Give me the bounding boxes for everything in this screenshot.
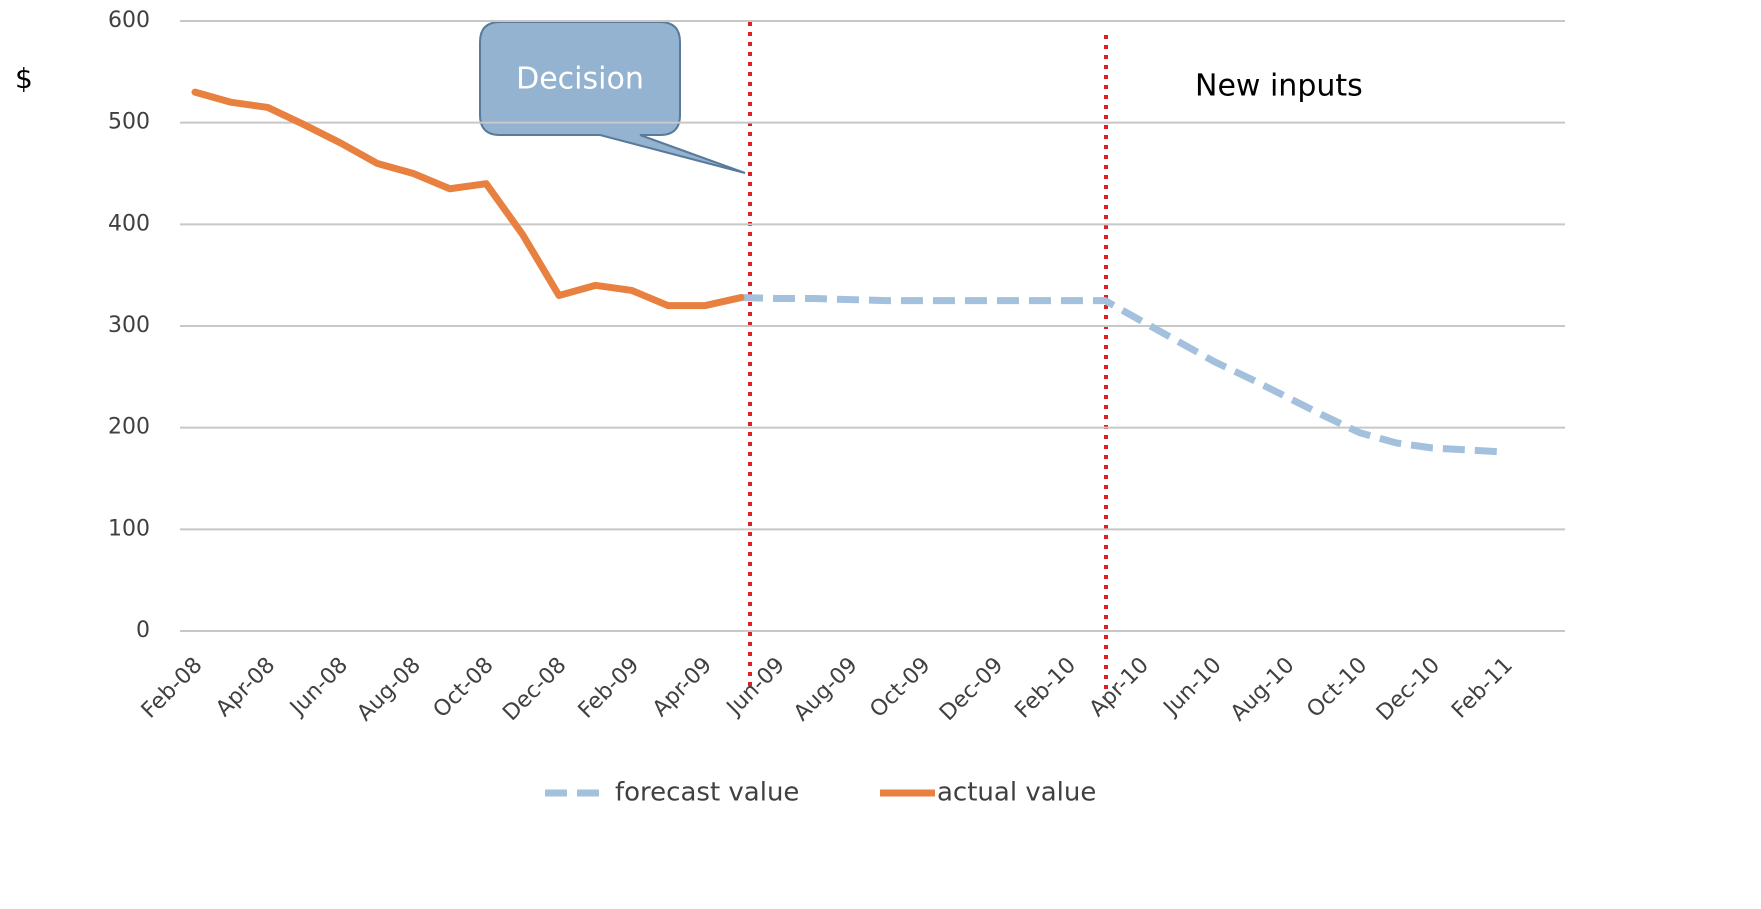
legend-label: actual value [937, 778, 1096, 808]
x-tick-label: Feb-11 [1447, 653, 1518, 724]
x-tick-label: Jun-08 [284, 653, 353, 722]
x-tick-label: Apr-09 [648, 653, 717, 722]
decision-callout [479, 21, 746, 174]
annotation: New inputs [1195, 69, 1363, 104]
x-tick-label: Oct-08 [429, 653, 499, 723]
x-tick-label: Dec-10 [1372, 653, 1445, 726]
y-tick-label: 0 [136, 618, 150, 643]
x-tick-label: Oct-09 [865, 653, 935, 723]
y-tick-label: 400 [108, 211, 150, 236]
x-tick-label: Jun-10 [1158, 653, 1227, 722]
series-line [740, 294, 1506, 456]
x-tick-label: Apr-10 [1085, 653, 1154, 722]
x-tick-label: Aug-10 [1226, 653, 1299, 726]
x-tick-label: Feb-10 [1010, 653, 1081, 724]
x-tick-label: Oct-10 [1302, 653, 1372, 723]
x-tick-label: Apr-08 [211, 653, 280, 722]
y-tick-label: 600 [108, 8, 150, 33]
x-tick-label: Dec-09 [935, 653, 1008, 726]
y-tick-label: 300 [108, 313, 150, 338]
y-tick-label: 200 [108, 415, 150, 440]
x-tick-label: Feb-09 [574, 653, 645, 724]
x-tick-label: Aug-09 [789, 653, 862, 726]
y-axis-label: $ [15, 62, 33, 95]
x-tick-label: Jun-09 [721, 653, 790, 722]
y-tick-label: 500 [108, 110, 150, 135]
x-tick-label: Aug-08 [352, 653, 425, 726]
series-line [191, 88, 745, 310]
annotation: Decision [516, 62, 644, 97]
x-tick-label: Feb-08 [137, 653, 208, 724]
y-tick-label: 100 [108, 516, 150, 541]
x-tick-label: Dec-08 [498, 653, 571, 726]
legend-label: forecast value [615, 778, 799, 808]
